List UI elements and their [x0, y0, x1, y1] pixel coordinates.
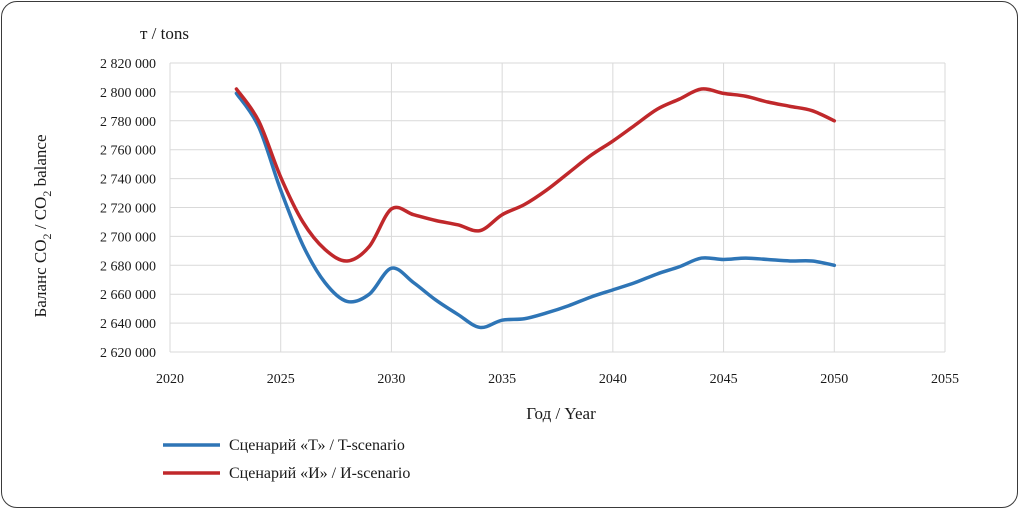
y-tick-label: 2 720 000 [100, 202, 156, 217]
x-tick-label: 2030 [377, 372, 405, 387]
gridlines [169, 62, 946, 353]
series-line-t-scenario [234, 91, 837, 330]
x-tick-label: 2035 [488, 372, 516, 387]
y-axis-tick-labels: 2 620 000 2 640 000 2 660 000 2 680 000 2 70… [100, 57, 156, 361]
x-tick-label: 2040 [599, 372, 627, 387]
legend-label-t-scenario: Сценарий «Т» / T-scenario [229, 437, 405, 454]
x-axis-title: Год / Year [526, 404, 596, 423]
legend-label-i-scenario: Сценарий «И» / И-scenario [229, 465, 410, 482]
legend: Сценарий «Т» / T-scenario Сценарий «И» /… [163, 437, 410, 482]
x-tick-label: 2045 [710, 372, 738, 387]
x-tick-label: 2050 [820, 372, 848, 387]
x-tick-label: 2020 [156, 372, 184, 387]
y-tick-label: 2 760 000 [100, 144, 156, 159]
y-tick-label: 2 640 000 [100, 317, 156, 332]
y-tick-label: 2 820 000 [100, 57, 156, 72]
x-axis-tick-labels: 2020 2025 2030 2035 2040 2045 2050 2055 [156, 372, 959, 387]
y-axis-title: Баланс CO2 / CO2 balance [31, 135, 54, 318]
y-tick-label: 2 680 000 [100, 259, 156, 274]
y-tick-label: 2 800 000 [100, 86, 156, 101]
y-tick-label: 2 620 000 [100, 346, 156, 361]
x-tick-label: 2025 [267, 372, 295, 387]
y-tick-label: 2 740 000 [100, 173, 156, 188]
x-tick-label: 2055 [931, 372, 959, 387]
y-tick-label: 2 700 000 [100, 230, 156, 245]
y-tick-label: 2 780 000 [100, 115, 156, 130]
series-lines [234, 87, 837, 330]
series-line-i-scenario [234, 87, 837, 263]
y-tick-label: 2 660 000 [100, 288, 156, 303]
y-unit-label: т / tons [140, 24, 189, 43]
